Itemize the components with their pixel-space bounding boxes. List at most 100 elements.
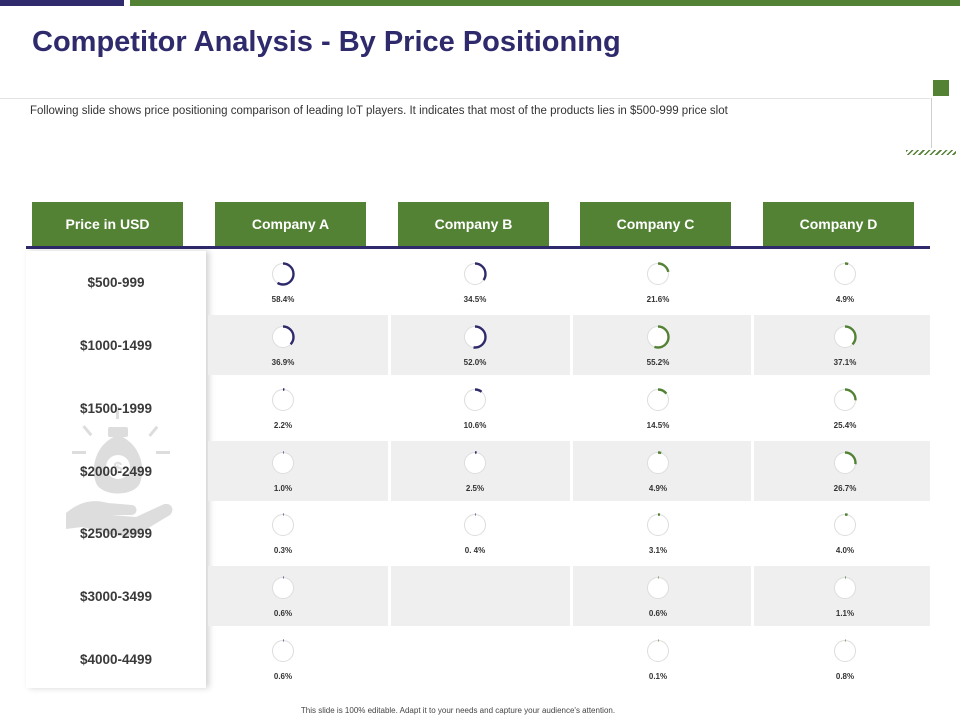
share-percent-label: 58.4% <box>271 295 295 304</box>
header-company-b: Company B <box>398 202 549 246</box>
share-percent-label: 21.6% <box>646 295 670 304</box>
footer-note: This slide is 100% editable. Adapt it to… <box>300 706 616 715</box>
donut-arc <box>271 513 295 537</box>
donut-track <box>464 452 486 474</box>
share-percent-label: 0.6% <box>648 609 668 618</box>
share-donut <box>646 451 670 475</box>
header-company-d: Company D <box>763 202 914 246</box>
donut-track <box>272 577 294 599</box>
price-range-label: $3000-3499 <box>79 588 153 604</box>
share-percent-label: 0.6% <box>273 609 293 618</box>
donut-arc <box>271 576 295 600</box>
share-percent-label: 0. 4% <box>464 546 486 555</box>
donut-track <box>647 640 669 662</box>
donut-arc <box>646 639 670 663</box>
price-range-label: $1500-1999 <box>79 400 153 416</box>
donut-arc <box>646 262 670 286</box>
donut-track <box>464 514 486 536</box>
share-donut <box>833 576 857 600</box>
share-donut <box>646 388 670 412</box>
share-donut <box>646 513 670 537</box>
donut-arc <box>646 325 670 349</box>
header-price: Price in USD <box>32 202 183 246</box>
donut-arc <box>833 262 857 286</box>
price-column <box>26 251 206 688</box>
share-donut <box>271 513 295 537</box>
donut-track <box>464 389 486 411</box>
share-donut <box>463 451 487 475</box>
share-donut <box>833 262 857 286</box>
price-range-label: $500-999 <box>87 274 145 290</box>
donut-arc <box>271 639 295 663</box>
donut-track <box>272 389 294 411</box>
share-percent-label: 4.0% <box>835 546 855 555</box>
donut-arc <box>463 513 487 537</box>
donut-arc <box>833 576 857 600</box>
top-accent-bar-navy <box>0 0 124 6</box>
price-range-label: $1000-1499 <box>79 337 153 353</box>
donut-track <box>272 514 294 536</box>
donut-arc <box>271 451 295 475</box>
svg-text:$: $ <box>114 460 123 477</box>
money-hand-icon: $ <box>66 407 173 536</box>
share-donut <box>271 576 295 600</box>
share-percent-label: 25.4% <box>833 421 857 430</box>
donut-arc <box>833 639 857 663</box>
share-percent-label: 10.6% <box>463 421 487 430</box>
share-donut <box>271 325 295 349</box>
share-donut <box>833 639 857 663</box>
donut-arc <box>463 262 487 286</box>
donut-track <box>647 577 669 599</box>
header-company-c: Company C <box>580 202 731 246</box>
share-percent-label: 1.0% <box>273 484 293 493</box>
share-percent-label: 0.8% <box>835 672 855 681</box>
donut-track <box>834 640 856 662</box>
share-percent-label: 0.6% <box>273 672 293 681</box>
row-shade <box>208 566 388 626</box>
price-range-label: $4000-4499 <box>79 651 153 667</box>
share-donut <box>271 388 295 412</box>
share-percent-label: 2.5% <box>465 484 485 493</box>
share-percent-label: 0.1% <box>648 672 668 681</box>
share-percent-label: 52.0% <box>463 358 487 367</box>
donut-track <box>272 452 294 474</box>
donut-arc <box>463 325 487 349</box>
share-donut <box>271 639 295 663</box>
donut-arc <box>646 451 670 475</box>
share-donut <box>463 388 487 412</box>
page-title: Competitor Analysis - By Price Positioni… <box>32 26 621 58</box>
donut-arc <box>833 513 857 537</box>
share-percent-label: 14.5% <box>646 421 670 430</box>
donut-arc <box>463 451 487 475</box>
header-divider <box>26 246 930 249</box>
price-range-label: $2500-2999 <box>79 525 153 541</box>
donut-track <box>834 263 856 285</box>
share-percent-label: 2.2% <box>273 421 293 430</box>
share-donut <box>463 325 487 349</box>
donut-arc <box>833 451 857 475</box>
share-donut <box>463 262 487 286</box>
header-company-a: Company A <box>215 202 366 246</box>
donut-arc <box>271 325 295 349</box>
donut-arc <box>646 576 670 600</box>
share-percent-label: 1.1% <box>835 609 855 618</box>
donut-arc <box>833 325 857 349</box>
donut-track <box>647 452 669 474</box>
donut-arc <box>271 262 295 286</box>
row-shade <box>391 566 570 626</box>
donut-arc <box>646 388 670 412</box>
share-donut <box>833 388 857 412</box>
title-divider <box>0 98 930 99</box>
share-donut <box>271 262 295 286</box>
donut-arc <box>463 388 487 412</box>
share-percent-label: 37.1% <box>833 358 857 367</box>
donut-track <box>834 514 856 536</box>
donut-arc <box>646 513 670 537</box>
decorative-square <box>933 80 949 96</box>
share-percent-label: 26.7% <box>833 484 857 493</box>
share-percent-label: 3.1% <box>648 546 668 555</box>
row-shade <box>208 315 388 375</box>
share-donut <box>646 262 670 286</box>
share-percent-label: 36.9% <box>271 358 295 367</box>
share-percent-label: 55.2% <box>646 358 670 367</box>
